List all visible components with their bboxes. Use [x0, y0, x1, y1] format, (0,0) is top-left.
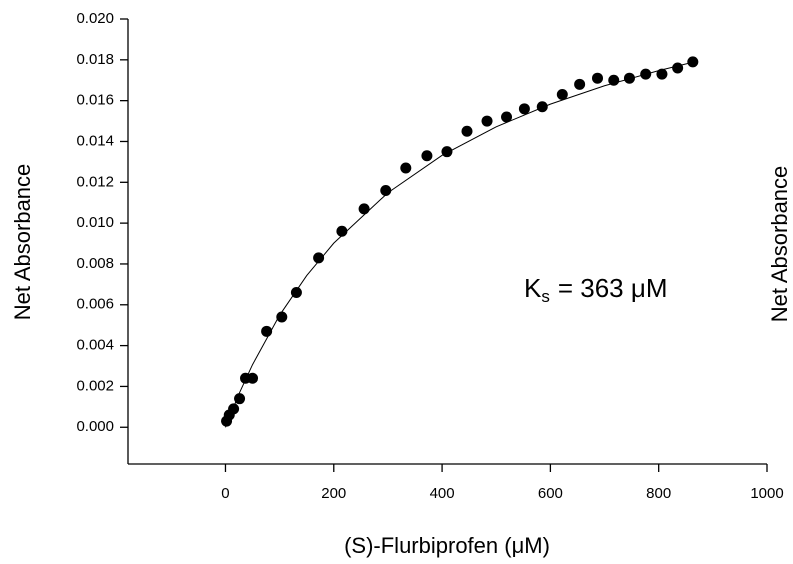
data-point [400, 162, 412, 174]
y-tick-label: 0.014 [76, 132, 114, 149]
y-tick-label: 0.012 [76, 173, 114, 190]
data-point [656, 68, 668, 80]
data-point [592, 72, 604, 84]
data-point [441, 146, 453, 158]
annotation-rest: = 363 μM [558, 273, 668, 303]
x-tick-label: 800 [646, 485, 671, 502]
data-point [672, 62, 684, 74]
y-tick-label: 0.000 [76, 418, 114, 435]
fit-curve [225, 61, 693, 428]
y-tick-label: 0.010 [76, 214, 114, 231]
annotation: Ks = 363 μM [524, 273, 668, 307]
data-point [290, 287, 302, 299]
right-axis-label: Net Absorbance [767, 166, 792, 323]
data-point [261, 325, 273, 337]
x-tick-label: 600 [538, 485, 563, 502]
y-tick-label: 0.006 [76, 296, 114, 313]
annotation-sub: s [541, 287, 550, 306]
data-point [380, 184, 392, 196]
data-point [556, 89, 568, 101]
data-point [536, 101, 548, 113]
x-tick-label: 200 [321, 485, 346, 502]
data-point [687, 56, 699, 68]
data-point [518, 103, 530, 115]
y-tick-label: 0.016 [76, 92, 114, 109]
data-point [234, 393, 246, 405]
x-axis-label: (S)-Flurbiprofen (μM) [344, 533, 550, 558]
y-axis-label: Net Absorbance [10, 164, 35, 321]
y-tick-label: 0.004 [76, 337, 114, 354]
y-tick-label: 0.018 [76, 51, 114, 68]
y-tick-label: 0.008 [76, 255, 114, 272]
annotation-main: K [524, 273, 542, 303]
data-point [313, 252, 325, 264]
data-point [623, 72, 635, 84]
x-tick-label: 0 [221, 485, 229, 502]
data-point [461, 125, 473, 137]
data-point [358, 203, 370, 215]
data-point [276, 311, 288, 323]
data-point [336, 225, 348, 237]
x-tick-label: 400 [430, 485, 455, 502]
data-point [421, 150, 433, 162]
x-tick-label: 1000 [750, 485, 783, 502]
data-point [501, 111, 513, 123]
y-tick-label: 0.020 [76, 10, 114, 27]
data-point [481, 115, 493, 127]
data-point [228, 403, 240, 415]
data-point [574, 78, 586, 90]
data-point [247, 372, 259, 384]
data-point [608, 74, 620, 86]
y-tick-label: 0.002 [76, 377, 114, 394]
data-point [640, 68, 652, 80]
